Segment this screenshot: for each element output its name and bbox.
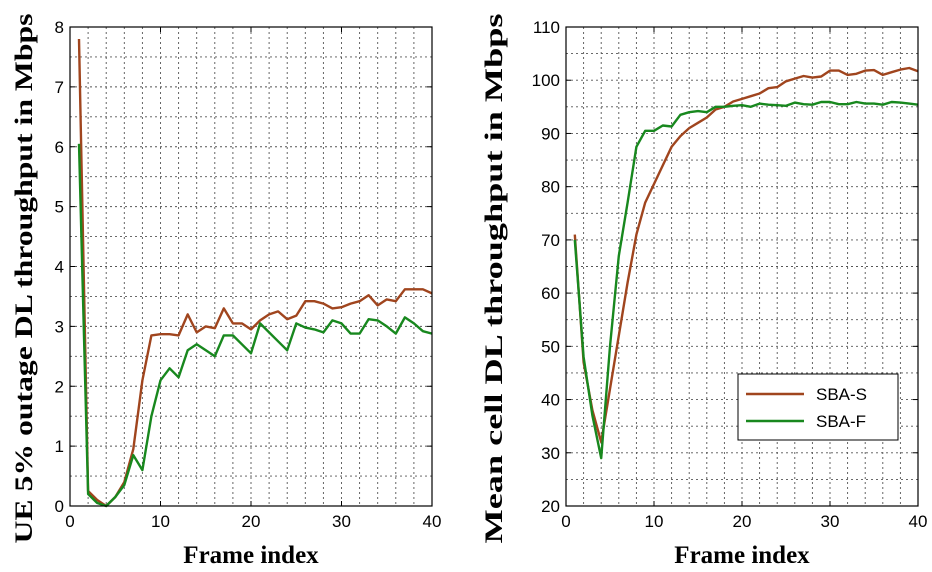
grid (70, 27, 432, 506)
legend-label-sba-s: SBA-S (816, 385, 867, 404)
y-tick-label: 30 (541, 444, 560, 463)
legend-box (737, 373, 899, 441)
x-tick-label: 0 (65, 512, 74, 531)
chart-outage-throughput: 0 10 20 30 40 0 1 2 3 4 5 6 7 8 Frame index UE 5% out… (11, 13, 441, 569)
y-axis-label: Mean cell DL throughput in Mbps (481, 13, 508, 543)
tick-labels: 0 10 20 30 40 0 1 2 3 4 5 6 7 8 (55, 18, 442, 531)
x-tick-label: 40 (909, 512, 928, 531)
y-tick-label: 6 (55, 138, 64, 157)
tick-labels: 0 10 20 30 40 20 30 40 50 60 70 80 90 100 110 (532, 18, 928, 531)
series-line-sba-s (573, 66, 919, 444)
x-axis-label: Frame index (183, 542, 319, 569)
y-tick-label: 20 (541, 497, 560, 516)
series-line-sba-f (573, 100, 919, 460)
tick-marks (69, 26, 433, 507)
y-tick-label: 2 (55, 377, 64, 396)
y-tick-label: 60 (541, 284, 560, 303)
x-tick-label: 20 (242, 512, 261, 531)
y-tick-label: 110 (533, 18, 560, 37)
chart-mean-cell-throughput: 0 10 20 30 40 20 30 40 50 60 70 80 90 100 110 Frame in… (481, 13, 927, 569)
x-tick-label: 10 (645, 512, 664, 531)
series-lines (77, 38, 433, 508)
x-tick-label: 30 (821, 512, 840, 531)
x-tick-label: 40 (423, 512, 442, 531)
y-tick-label: 50 (541, 337, 560, 356)
y-tick-label: 5 (55, 198, 64, 217)
legend-label-sba-f: SBA-F (816, 412, 866, 431)
y-tick-label: 80 (541, 178, 560, 197)
x-tick-label: 30 (332, 512, 351, 531)
y-tick-label: 1 (55, 437, 64, 456)
x-axis-label: Frame index (674, 542, 810, 569)
y-tick-label: 3 (55, 317, 64, 336)
y-axis-label: UE 5% outage DL throughput in Mbps (11, 13, 38, 543)
y-tick-label: 70 (541, 231, 560, 250)
y-tick-label: 40 (541, 391, 560, 410)
y-tick-label: 100 (532, 71, 560, 90)
y-tick-label: 90 (541, 124, 560, 143)
legend: SBA-S SBA-F (737, 373, 899, 441)
x-tick-label: 0 (561, 512, 570, 531)
y-tick-label: 7 (55, 78, 64, 97)
x-tick-label: 20 (733, 512, 752, 531)
series-line-sba-s (77, 38, 433, 508)
tick-marks (565, 26, 919, 507)
series-line-sba-f (77, 143, 433, 508)
y-tick-label: 0 (55, 497, 64, 516)
series-lines (573, 66, 919, 460)
y-tick-label: 8 (55, 18, 64, 37)
y-tick-label: 4 (55, 258, 64, 277)
x-tick-label: 10 (151, 512, 170, 531)
